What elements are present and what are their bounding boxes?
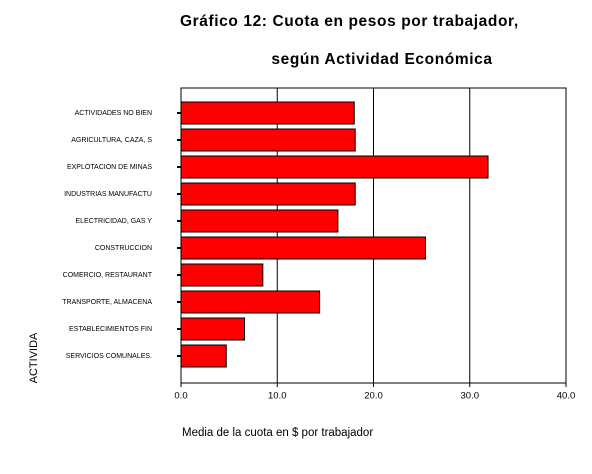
y-tick-label: ELECTRICIDAD, GAS Y	[75, 218, 152, 225]
y-tick-label: INDUSTRIAS MANUFACTU	[64, 191, 152, 198]
y-axis-label: ACTIVIDA	[28, 332, 40, 383]
y-tick-label: EXPLOTACION DE MINAS	[67, 164, 152, 171]
bar	[180, 236, 426, 260]
y-tick-label: CONSTRUCCION	[95, 245, 152, 252]
bar	[180, 101, 355, 125]
y-tick-label: TRANSPORTE, ALMACENA	[62, 299, 152, 306]
x-tick-label: 20.0	[364, 391, 383, 402]
chart-title: Gráfico 12: Cuota en pesos por trabajado…	[180, 13, 519, 30]
bar	[180, 290, 321, 314]
bar	[180, 263, 264, 287]
y-tick-label: ESTABLECIMIENTOS FIN	[69, 326, 152, 333]
x-tick-label: 0.0	[174, 391, 187, 402]
bar	[180, 209, 339, 233]
x-tick-label: 10.0	[268, 391, 287, 402]
bar	[180, 317, 246, 341]
bar	[180, 344, 227, 368]
bar	[180, 182, 356, 206]
bar	[180, 155, 489, 179]
x-tick-label: 30.0	[461, 391, 480, 402]
y-tick-label: SERVICIOS COMUNALES.	[66, 353, 152, 360]
bar	[180, 128, 356, 152]
y-tick-label: ACTIVIDADES NO BIEN	[75, 110, 152, 117]
x-axis-label: Media de la cuota en $ por trabajador	[182, 427, 373, 439]
chart-subtitle: según Actividad Económica	[271, 51, 492, 68]
x-tick-label: 40.0	[557, 391, 576, 402]
y-tick-label: COMERCIO, RESTAURANT	[63, 272, 153, 279]
y-tick-label: AGRICULTURA, CAZA, S	[71, 137, 152, 144]
